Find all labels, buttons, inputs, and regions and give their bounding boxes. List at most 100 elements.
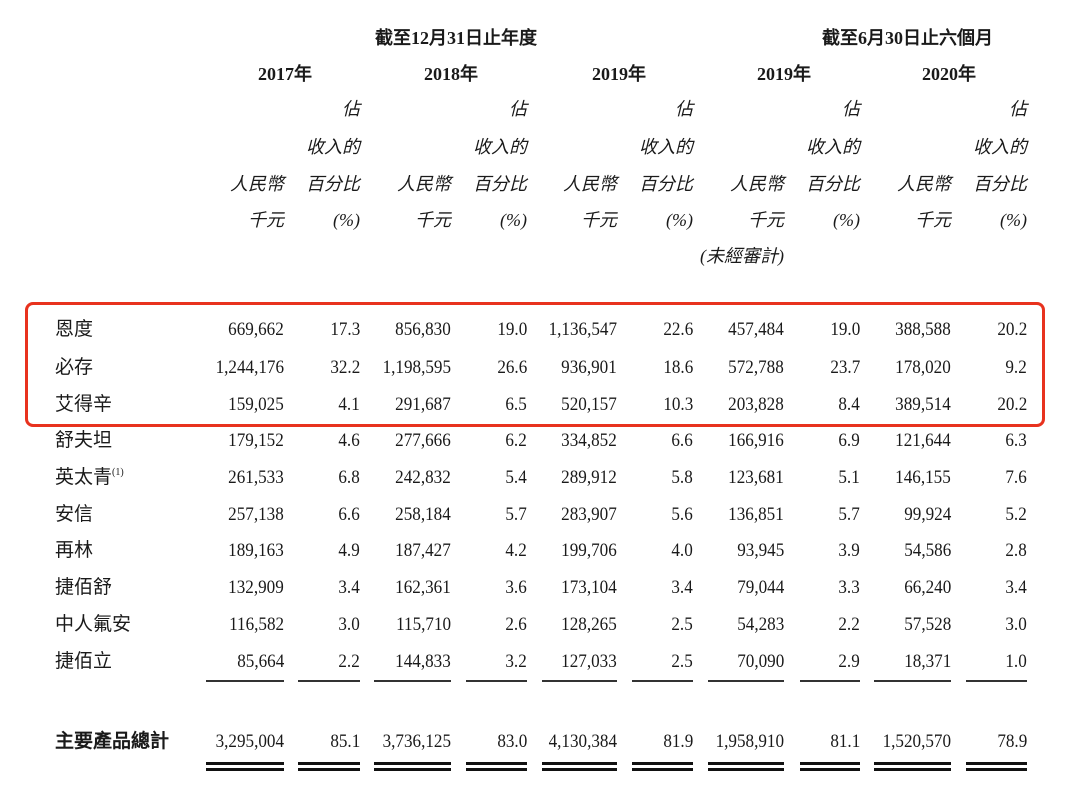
- cell-amount: 334,852: [561, 430, 617, 451]
- subtotal-rule: [466, 680, 527, 682]
- cell-percent: 5.4: [505, 467, 527, 488]
- cell-percent: 6.9: [838, 430, 860, 451]
- cell-amount: 70,090: [736, 651, 784, 672]
- total-percent: 85.1: [330, 731, 360, 752]
- cell-percent: 6.6: [671, 430, 693, 451]
- row-label: 再林: [55, 541, 93, 560]
- cell-percent: 4.2: [505, 540, 527, 561]
- cell-percent: 5.7: [838, 504, 860, 525]
- cell-percent: 4.6: [338, 430, 360, 451]
- total-amount: 1,520,570: [882, 731, 951, 752]
- cell-amount: 123,681: [728, 467, 784, 488]
- cell-percent: 6.6: [338, 504, 360, 525]
- total-double-rule: [206, 762, 284, 771]
- cell-percent: 9.2: [1005, 357, 1027, 378]
- cell-amount: 388,588: [895, 319, 951, 340]
- product-name: 安信: [55, 504, 94, 525]
- header-unit: 千元: [748, 210, 784, 230]
- row-label: 必存: [55, 358, 93, 377]
- header-percent-label: 佔: [675, 99, 693, 119]
- row-label: 舒夫坦: [55, 431, 112, 450]
- product-name: 舒夫坦: [55, 430, 113, 451]
- total-double-rule: [874, 762, 951, 771]
- cell-amount: 79,044: [736, 577, 784, 598]
- cell-amount: 127,033: [561, 651, 617, 672]
- cell-amount: 242,832: [395, 467, 451, 488]
- highlight-box: [25, 302, 1045, 427]
- cell-amount: 1,198,595: [382, 357, 451, 378]
- total-label: 主要產品總計: [55, 731, 170, 752]
- cell-percent: 4.9: [338, 540, 360, 561]
- total-double-rule: [374, 762, 451, 771]
- header-percent-label: 百分比: [473, 174, 527, 194]
- header-currency: 人民幣: [230, 174, 284, 194]
- header-year: 2017年: [258, 64, 312, 84]
- cell-percent: 6.5: [505, 394, 527, 415]
- subtotal-rule: [708, 680, 784, 682]
- cell-amount: 54,283: [736, 614, 784, 635]
- header-year: 2018年: [424, 64, 478, 84]
- row-label: 捷佰立: [55, 652, 112, 671]
- cell-amount: 115,710: [396, 614, 451, 635]
- cell-amount: 1,244,176: [215, 357, 284, 378]
- cell-amount: 520,157: [561, 394, 617, 415]
- cell-percent: 3.2: [505, 651, 527, 672]
- cell-percent: 3.0: [1005, 614, 1027, 635]
- total-double-rule: [966, 762, 1027, 771]
- total-double-rule: [800, 762, 860, 771]
- total-amount: 3,736,125: [382, 731, 451, 752]
- cell-amount: 291,687: [395, 394, 451, 415]
- cell-amount: 136,851: [728, 504, 784, 525]
- product-name: 捷佰立: [55, 651, 113, 672]
- cell-percent: 20.2: [997, 319, 1027, 340]
- cell-amount: 277,666: [395, 430, 451, 451]
- cell-amount: 18,371: [903, 651, 951, 672]
- cell-percent: 5.8: [671, 467, 693, 488]
- header-currency: 人民幣: [730, 174, 784, 194]
- cell-amount: 54,586: [903, 540, 951, 561]
- header-year: 2019年: [592, 64, 646, 84]
- cell-amount: 128,265: [561, 614, 617, 635]
- cell-percent: 2.9: [838, 651, 860, 672]
- header-percent-label: (%): [833, 210, 860, 230]
- header-percent-label: (%): [500, 210, 527, 230]
- header-percent-label: 收入的: [473, 137, 527, 157]
- cell-amount: 159,025: [228, 394, 284, 415]
- total-double-rule: [542, 762, 617, 771]
- cell-amount: 856,830: [395, 319, 451, 340]
- product-name: 恩度: [55, 319, 94, 340]
- header-percent-label: (%): [1000, 210, 1027, 230]
- product-name: 英太青: [55, 467, 113, 488]
- subtotal-rule: [374, 680, 451, 682]
- header-annual-period: 截至12月31日止年度: [375, 28, 537, 48]
- cell-amount: 189,163: [228, 540, 284, 561]
- cell-percent: 23.7: [830, 357, 860, 378]
- cell-percent: 17.3: [330, 319, 360, 340]
- header-percent-label: 收入的: [973, 137, 1027, 157]
- total-amount: 4,130,384: [548, 731, 617, 752]
- cell-amount: 66,240: [903, 577, 951, 598]
- cell-amount: 258,184: [395, 504, 451, 525]
- product-name: 必存: [55, 357, 94, 378]
- header-unit: 千元: [415, 210, 451, 230]
- header-year: 2020年: [922, 64, 976, 84]
- cell-percent: 2.5: [671, 651, 693, 672]
- cell-percent: 3.4: [671, 577, 693, 598]
- header-percent-label: 收入的: [806, 137, 860, 157]
- header-percent-label: 百分比: [806, 174, 860, 194]
- cell-percent: 1.0: [1005, 651, 1027, 672]
- cell-amount: 57,528: [903, 614, 951, 635]
- cell-amount: 257,138: [228, 504, 284, 525]
- cell-amount: 457,484: [728, 319, 784, 340]
- cell-amount: 93,945: [736, 540, 784, 561]
- product-name: 捷佰舒: [55, 577, 113, 598]
- cell-amount: 203,828: [728, 394, 784, 415]
- cell-percent: 2.5: [671, 614, 693, 635]
- cell-percent: 3.4: [1005, 577, 1027, 598]
- cell-percent: 6.8: [338, 467, 360, 488]
- cell-amount: 572,788: [728, 357, 784, 378]
- cell-percent: 7.6: [1005, 467, 1027, 488]
- header-percent-label: 百分比: [973, 174, 1027, 194]
- cell-amount: 187,427: [395, 540, 451, 561]
- row-label: 英太青(1): [55, 467, 124, 488]
